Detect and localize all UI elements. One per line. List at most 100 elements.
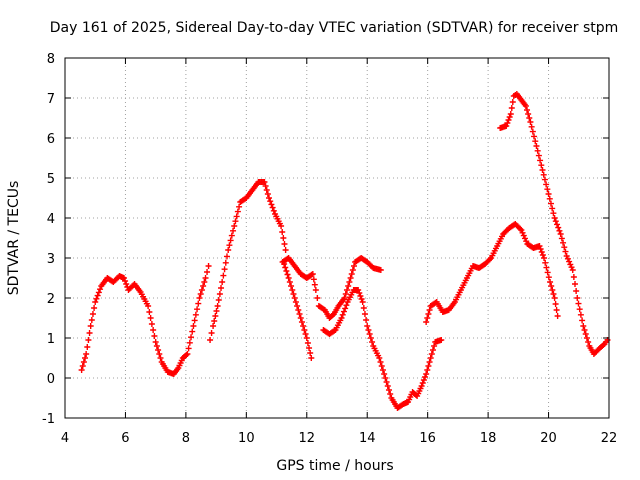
- data-point: [283, 268, 290, 274]
- data-point: [197, 291, 204, 297]
- data-point: [418, 383, 425, 389]
- data-point: [93, 295, 100, 302]
- data-point: [523, 238, 530, 245]
- data-point: [150, 327, 157, 333]
- data-point: [508, 105, 515, 111]
- data-point: [122, 278, 129, 284]
- series-seg6: [423, 221, 561, 325]
- y-tick-label: 5: [47, 172, 55, 187]
- data-point: [377, 359, 384, 365]
- x-tick-label: 16: [419, 431, 436, 446]
- data-point: [544, 269, 551, 276]
- data-point: [155, 347, 162, 353]
- y-tick-label: 6: [47, 132, 55, 147]
- data-point: [564, 255, 571, 262]
- data-point: [188, 334, 195, 341]
- data-point: [543, 264, 550, 271]
- data-point: [551, 295, 558, 301]
- data-point: [289, 287, 296, 293]
- data-point: [422, 374, 429, 380]
- data-point: [573, 288, 580, 294]
- x-tick-label: 12: [299, 431, 316, 446]
- data-point: [85, 337, 92, 343]
- data-point: [359, 299, 366, 305]
- data-point: [549, 287, 556, 293]
- data-point: [384, 383, 391, 389]
- data-point: [563, 253, 570, 259]
- data-point: [269, 204, 276, 211]
- data-point: [532, 138, 539, 145]
- data-point: [429, 347, 436, 353]
- series-seg2: [207, 179, 289, 343]
- data-point: [504, 120, 511, 126]
- data-point: [308, 355, 315, 361]
- data-point: [431, 343, 438, 349]
- x-tick-label: 14: [359, 431, 376, 446]
- data-point: [83, 351, 90, 357]
- data-point: [554, 313, 561, 319]
- data-point: [342, 291, 349, 297]
- data-point: [219, 279, 226, 285]
- data-point: [86, 330, 93, 336]
- data-point: [561, 244, 568, 251]
- data-point: [572, 281, 578, 287]
- data-point: [576, 306, 583, 313]
- data-point: [341, 295, 348, 301]
- data-point: [424, 315, 431, 321]
- data-point: [545, 191, 552, 197]
- data-point: [215, 297, 222, 303]
- data-point: [550, 291, 557, 297]
- data-point: [585, 339, 592, 345]
- data-point: [556, 227, 563, 234]
- data-point: [526, 115, 533, 121]
- data-point: [212, 313, 219, 319]
- data-point: [541, 255, 548, 261]
- data-point: [191, 317, 198, 324]
- data-point: [351, 263, 357, 269]
- data-point: [202, 275, 209, 281]
- data-point: [549, 205, 556, 212]
- data-point: [528, 123, 535, 130]
- data-point: [236, 203, 243, 210]
- data-point: [376, 355, 383, 361]
- data-point: [541, 176, 548, 183]
- data-point: [151, 333, 158, 339]
- data-point: [189, 328, 196, 335]
- data-point: [231, 223, 238, 229]
- data-point: [94, 292, 101, 299]
- data-point: [566, 258, 573, 265]
- x-tick-label: 22: [601, 431, 618, 446]
- x-axis-label: GPS time / hours: [276, 458, 393, 474]
- y-tick-label: 3: [47, 252, 55, 267]
- x-tick-label: 4: [61, 431, 69, 446]
- data-point: [221, 266, 228, 273]
- data-point: [148, 321, 155, 327]
- data-point: [310, 276, 317, 283]
- data-point: [78, 367, 85, 373]
- data-point: [205, 263, 212, 269]
- data-point: [550, 210, 557, 217]
- data-layer: [78, 91, 611, 411]
- data-point: [79, 363, 86, 369]
- data-point: [156, 351, 163, 357]
- x-tick-label: 18: [480, 431, 497, 446]
- data-point: [297, 315, 304, 321]
- data-point: [345, 283, 352, 289]
- data-point: [281, 241, 288, 247]
- data-point: [367, 335, 374, 341]
- data-point: [207, 337, 214, 343]
- data-point: [184, 351, 191, 357]
- series-seg1: [78, 263, 212, 377]
- data-point: [419, 380, 426, 386]
- y-tick-label: 1: [47, 332, 55, 347]
- series-seg7: [497, 91, 611, 357]
- data-point: [261, 179, 268, 185]
- data-point: [208, 330, 215, 336]
- data-point: [227, 237, 234, 244]
- series-seg3: [279, 255, 384, 321]
- y-tick-label: 4: [47, 212, 55, 227]
- data-point: [519, 229, 526, 236]
- data-point: [358, 296, 365, 302]
